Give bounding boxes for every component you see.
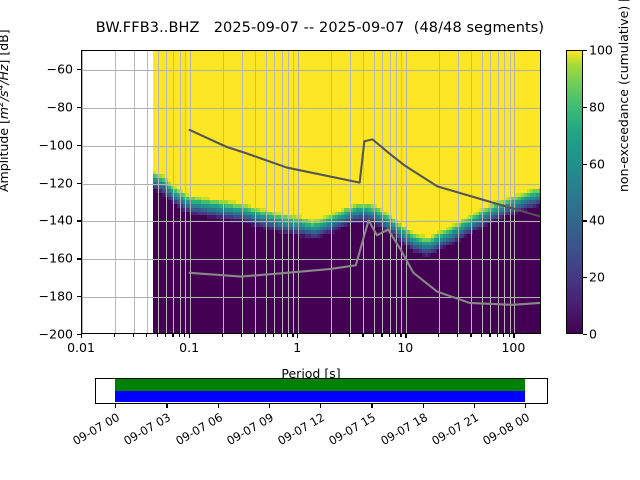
noise-model-lines: [82, 51, 540, 333]
x-tick: [503, 334, 504, 337]
timeline-tick: [525, 404, 526, 408]
y-tick: [77, 107, 81, 108]
colorbar-tick: [583, 220, 587, 221]
y-tick: [77, 220, 81, 221]
timeline-tick: [474, 404, 475, 408]
x-tick: [287, 334, 288, 337]
colorbar-tick-label: 100: [589, 43, 613, 58]
colorbar-tick-label: 20: [589, 270, 605, 285]
timeline-tick-label: 09-07 09: [215, 410, 276, 453]
x-tick: [81, 334, 82, 338]
x-tick: [179, 334, 180, 337]
y-axis-label-text: Amplitude [: [0, 119, 11, 192]
x-tick: [405, 334, 406, 338]
y-axis-unit: m2/s4/Hz: [0, 65, 11, 120]
x-tick: [497, 334, 498, 337]
x-tick: [373, 334, 374, 337]
x-tick: [172, 334, 173, 337]
colorbar-label: non-exceedance (cumulative) [%]: [616, 0, 631, 192]
x-tick: [292, 334, 293, 337]
timeline-tick: [218, 404, 219, 408]
x-tick: [509, 334, 510, 337]
colorbar-tick: [583, 164, 587, 165]
low-noise-model: [190, 220, 540, 305]
x-tick: [381, 334, 382, 337]
x-tick-label: 10: [397, 340, 413, 355]
x-tick: [400, 334, 401, 337]
x-tick: [513, 334, 514, 338]
data-coverage-timeline[interactable]: [95, 378, 548, 404]
x-tick: [438, 334, 439, 337]
colorbar-tick-label: 60: [589, 156, 605, 171]
y-tick-label: −180: [0, 289, 73, 304]
x-tick: [281, 334, 282, 337]
y-tick: [77, 183, 81, 184]
x-tick-label: 1: [293, 340, 301, 355]
x-tick: [165, 334, 166, 337]
timeline-tick: [320, 404, 321, 408]
timeline-tick: [166, 404, 167, 408]
timeline-tick: [269, 404, 270, 408]
timeline-tick-label: 09-07 21: [420, 410, 481, 453]
colorbar-tick-label: 0: [589, 327, 597, 342]
x-tick: [157, 334, 158, 337]
timeline-tick: [423, 404, 424, 408]
x-tick-label: 0.01: [67, 340, 95, 355]
x-tick: [395, 334, 396, 337]
timeline-tick-label: 09-07 00: [61, 410, 122, 453]
timeline-tick-label: 09-07 15: [318, 410, 379, 453]
y-tick-label: −200: [0, 327, 73, 342]
y-tick: [77, 69, 81, 70]
x-tick-label: 100: [501, 340, 525, 355]
data-coverage-blue: [115, 391, 525, 403]
ppsd-plot-axes[interactable]: [81, 50, 541, 334]
x-tick: [481, 334, 482, 337]
x-tick: [457, 334, 458, 337]
colorbar[interactable]: [566, 50, 583, 334]
x-tick-label: 0.1: [179, 340, 199, 355]
x-tick: [470, 334, 471, 337]
y-tick: [77, 258, 81, 259]
x-tick: [349, 334, 350, 337]
high-noise-model: [190, 130, 540, 216]
colorbar-tick: [583, 277, 587, 278]
data-coverage-green: [115, 379, 525, 391]
colorbar-tick: [583, 334, 587, 335]
x-tick: [265, 334, 266, 337]
x-tick: [362, 334, 363, 337]
timeline-tick-label: 09-07 18: [369, 410, 430, 453]
colorbar-tick: [583, 50, 587, 51]
x-tick: [189, 334, 190, 338]
page-title: BW.FFB3..BHZ 2025-09-07 -- 2025-09-07 (4…: [0, 20, 640, 36]
colorbar-tick: [583, 107, 587, 108]
colorbar-tick-label: 40: [589, 213, 605, 228]
x-tick: [114, 334, 115, 337]
timeline-tick-label: 09-07 12: [266, 410, 327, 453]
x-tick: [184, 334, 185, 337]
y-tick-label: −160: [0, 251, 73, 266]
x-tick: [297, 334, 298, 338]
x-tick: [254, 334, 255, 337]
timeline-tick: [115, 404, 116, 408]
y-axis-label: Amplitude [m2/s4/Hz] [dB]: [0, 29, 11, 192]
timeline-tick-label: 09-07 03: [113, 410, 174, 453]
timeline-tick-label: 09-07 06: [164, 410, 225, 453]
y-tick-label: −140: [0, 213, 73, 228]
x-tick: [241, 334, 242, 337]
timeline-tick-label: 09-08 00: [471, 410, 532, 453]
x-tick: [273, 334, 274, 337]
y-tick: [77, 145, 81, 146]
x-tick: [146, 334, 147, 337]
x-tick: [222, 334, 223, 337]
y-tick: [77, 296, 81, 297]
x-tick: [133, 334, 134, 337]
colorbar-tick-label: 80: [589, 99, 605, 114]
x-tick: [330, 334, 331, 337]
x-tick: [489, 334, 490, 337]
x-tick: [389, 334, 390, 337]
timeline-tick: [371, 404, 372, 408]
